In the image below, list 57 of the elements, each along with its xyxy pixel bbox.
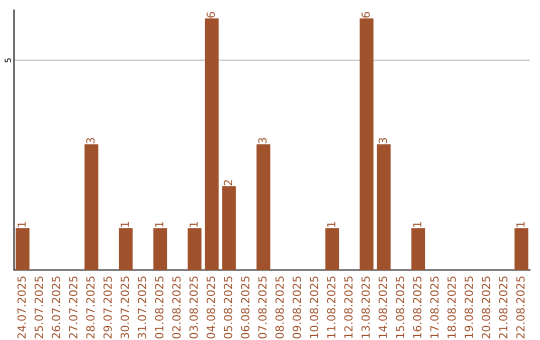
x-tick-label: 26.07.2025 [52, 276, 60, 338]
x-tick-label: 08.08.2025 [275, 276, 284, 338]
x-tick-label: 20.08.2025 [482, 276, 490, 338]
bar [222, 186, 236, 270]
x-tick-label: 11.08.2025 [327, 276, 336, 338]
x-tick-label: 18.08.2025 [447, 276, 456, 338]
x-tick-label: 14.08.2025 [378, 276, 388, 338]
bar [256, 144, 270, 270]
x-tick-label: 05.08.2025 [224, 276, 232, 338]
x-tick-label: 30.07.2025 [120, 276, 130, 338]
bar [188, 228, 202, 270]
x-tick-label: 25.07.2025 [34, 276, 44, 338]
x-tick-label: 17.08.2025 [430, 276, 439, 338]
data-label: 1 [516, 222, 524, 227]
x-tick-label: 21.08.2025 [499, 276, 508, 338]
x-tick-label: 03.08.2025 [189, 276, 198, 338]
x-tick-label: 04.08.2025 [206, 276, 216, 338]
bar [514, 228, 528, 270]
x-tick-label: 02.08.2025 [172, 276, 181, 338]
bar [84, 144, 98, 270]
bar [153, 228, 168, 270]
x-tick-label: 15.08.2025 [396, 276, 404, 338]
x-tick-label: 12.08.2025 [344, 276, 353, 338]
x-tick-label: 27.07.2025 [69, 276, 78, 338]
data-label: 3 [258, 138, 267, 144]
data-label: 6 [206, 12, 216, 18]
bar [118, 228, 133, 270]
y-tick-label: 5 [4, 58, 11, 62]
x-tick-label: 07.08.2025 [258, 276, 267, 338]
data-label: 1 [120, 222, 129, 227]
bar [204, 18, 219, 270]
x-tick-label: 09.08.2025 [292, 276, 302, 338]
x-tick-label: 31.07.2025 [138, 276, 146, 338]
bar [360, 18, 374, 270]
data-label: 6 [361, 12, 370, 18]
x-tick-label: 22.08.2025 [516, 276, 525, 338]
x-tick-label: 06.08.2025 [241, 276, 250, 338]
x-tick-label: 01.08.2025 [155, 276, 164, 338]
x-tick-label: 13.08.2025 [361, 276, 370, 338]
x-tick-label: 16.08.2025 [413, 276, 422, 338]
data-label: 1 [190, 222, 198, 227]
data-label: 1 [18, 222, 26, 227]
bar [325, 228, 340, 270]
data-label: 2 [224, 180, 232, 186]
data-label: 1 [413, 222, 422, 227]
data-label: 1 [155, 222, 164, 227]
x-tick-label: 10.08.2025 [310, 276, 318, 338]
data-label: 3 [86, 138, 95, 144]
x-tick-label: 24.07.2025 [17, 276, 26, 338]
bar [411, 228, 426, 270]
bar [376, 144, 391, 270]
data-label: 1 [327, 222, 336, 227]
data-label: 3 [378, 138, 388, 144]
x-tick-label: 19.08.2025 [464, 276, 474, 338]
x-tick-label: 29.07.2025 [103, 276, 112, 338]
bar [16, 228, 30, 270]
x-tick-label: 28.07.2025 [86, 276, 95, 338]
